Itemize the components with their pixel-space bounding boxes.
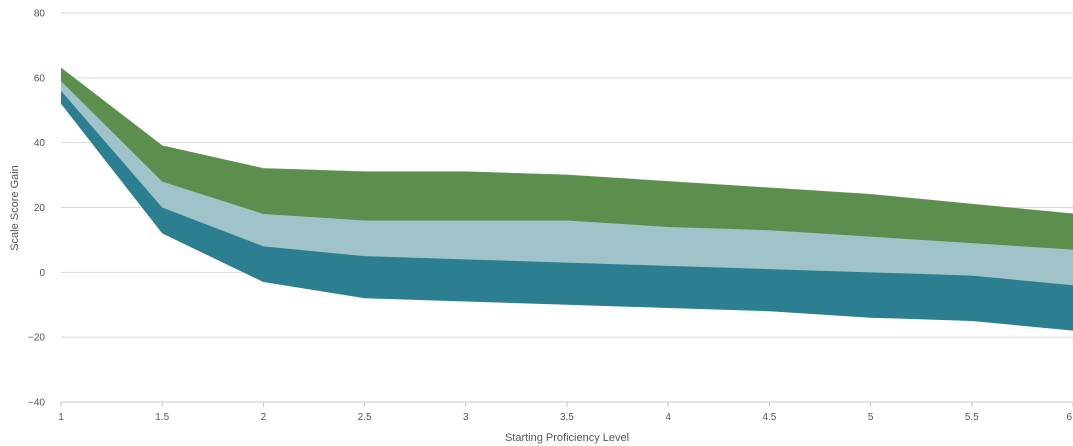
y-tick-label: 80	[34, 9, 46, 20]
band-layer	[60, 67, 1073, 331]
x-tick-label: 4	[665, 412, 671, 423]
y-tick-label: −20	[28, 333, 45, 344]
x-tick-label: 2	[261, 412, 267, 423]
x-axis-title: Starting Proficiency Level	[505, 432, 629, 444]
x-tick-label: 1.5	[155, 412, 169, 423]
y-tick-label: 40	[34, 138, 46, 149]
y-tick-label: −40	[28, 398, 45, 409]
x-tick-label: 5.5	[965, 412, 979, 423]
x-tick-label: 6	[1066, 412, 1072, 423]
band-edge-line	[60, 67, 1073, 215]
x-tick-label: 3	[463, 412, 469, 423]
x-tick-label: 5	[868, 412, 874, 423]
x-tick-label: 4.5	[762, 412, 776, 423]
y-tick-label: 0	[39, 268, 45, 279]
x-tick-label: 3.5	[560, 412, 574, 423]
band-middle	[61, 81, 1073, 286]
x-tick-label: 2.5	[358, 412, 372, 423]
x-tick-label: 1	[58, 412, 64, 423]
y-tick-label: 60	[34, 73, 46, 84]
axis-layer: −40 −20 0 20 40 60 80 1 1.5 2 2.5 3 3.5 4 4.5 5 5.5 6	[28, 9, 1073, 423]
y-axis-title: Scale Score Gain	[9, 165, 21, 251]
y-tick-label: 20	[34, 203, 46, 214]
band-upper	[61, 68, 1073, 250]
